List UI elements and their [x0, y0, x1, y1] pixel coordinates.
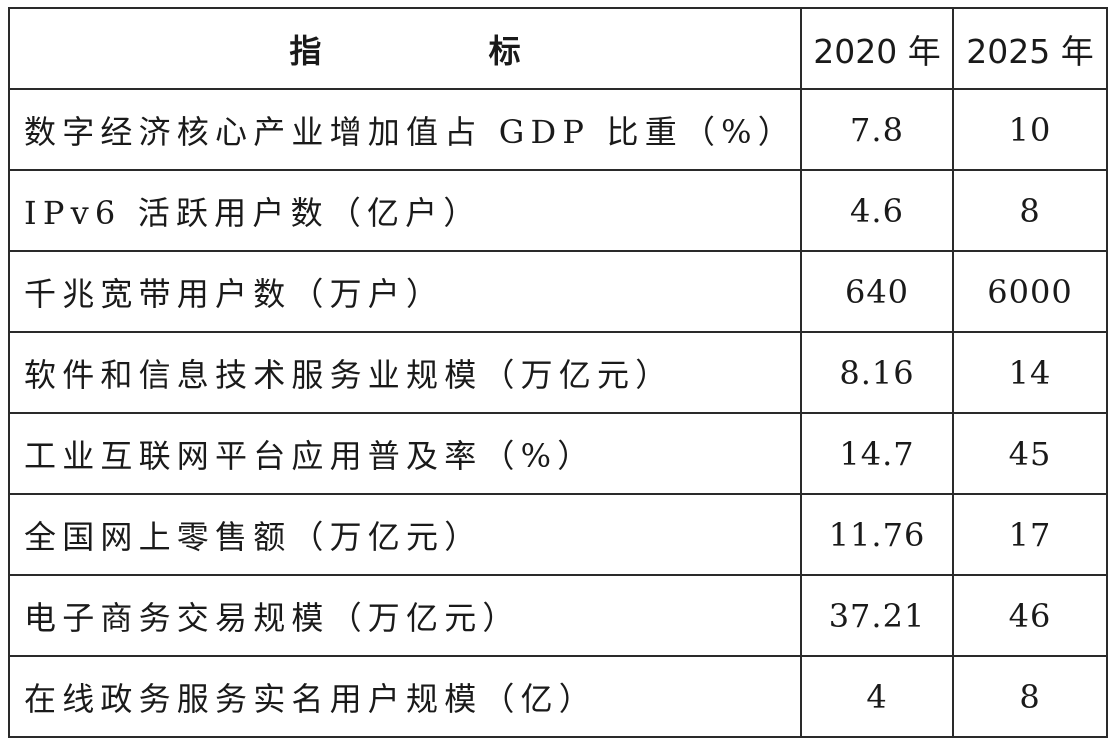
value-2020: 7.8	[800, 88, 954, 171]
header-indicator-label: 指 标	[289, 31, 599, 70]
value-2025: 6000	[952, 250, 1108, 333]
indicator-name: 软件和信息技术服务业规模（万亿元）	[8, 331, 802, 414]
indicator-name: 数字经济核心产业增加值占 GDP 比重（%）	[8, 88, 802, 171]
indicator-name: 全国网上零售额（万亿元）	[8, 493, 802, 576]
value-2020: 4	[800, 655, 954, 738]
table-row: 电子商务交易规模（万亿元） 37.21 46	[8, 574, 1108, 657]
indicator-name: 电子商务交易规模（万亿元）	[8, 574, 802, 657]
value-2020: 640	[800, 250, 954, 333]
table-row: 千兆宽带用户数（万户） 640 6000	[8, 250, 1108, 333]
table-header-row: 指 标 2020 年 2025 年	[8, 7, 1108, 90]
header-2020: 2020 年	[800, 7, 954, 90]
table-row: 在线政务服务实名用户规模（亿） 4 8	[8, 655, 1108, 738]
value-2025: 14	[952, 331, 1108, 414]
header-indicator: 指 标	[8, 7, 802, 90]
table-row: 全国网上零售额（万亿元） 11.76 17	[8, 493, 1108, 576]
value-2020: 4.6	[800, 169, 954, 252]
value-2020: 8.16	[800, 331, 954, 414]
indicator-name: 千兆宽带用户数（万户）	[8, 250, 802, 333]
table-row: IPv6 活跃用户数（亿户） 4.6 8	[8, 169, 1108, 252]
indicator-name: 工业互联网平台应用普及率（%）	[8, 412, 802, 495]
value-2020: 37.21	[800, 574, 954, 657]
value-2025: 17	[952, 493, 1108, 576]
table-row: 工业互联网平台应用普及率（%） 14.7 45	[8, 412, 1108, 495]
value-2025: 45	[952, 412, 1108, 495]
value-2025: 8	[952, 655, 1108, 738]
value-2025: 8	[952, 169, 1108, 252]
value-2025: 46	[952, 574, 1108, 657]
value-2020: 11.76	[800, 493, 954, 576]
header-2025: 2025 年	[952, 7, 1108, 90]
value-2025: 10	[952, 88, 1108, 171]
indicator-name: 在线政务服务实名用户规模（亿）	[8, 655, 802, 738]
indicator-table: 指 标 2020 年 2025 年 数字经济核心产业增加值占 GDP 比重（%）…	[8, 7, 1108, 738]
indicator-name: IPv6 活跃用户数（亿户）	[8, 169, 802, 252]
value-2020: 14.7	[800, 412, 954, 495]
table-row: 数字经济核心产业增加值占 GDP 比重（%） 7.8 10	[8, 88, 1108, 171]
table-row: 软件和信息技术服务业规模（万亿元） 8.16 14	[8, 331, 1108, 414]
